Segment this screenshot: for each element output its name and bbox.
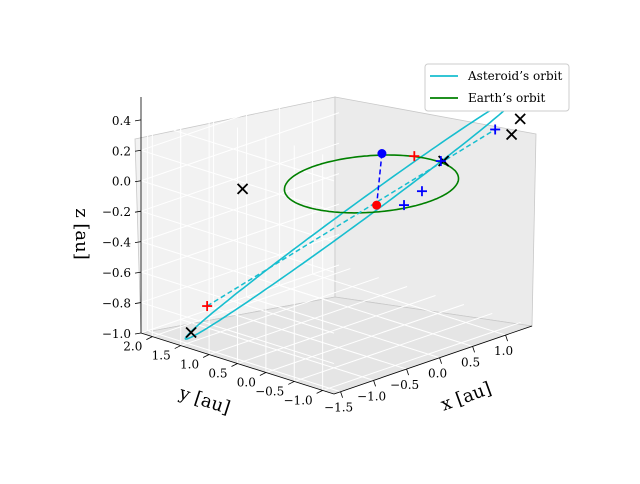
- axes: [134, 97, 533, 398]
- grid-line-y-floor: [265, 303, 465, 373]
- grid-line-z-right: [140, 203, 340, 273]
- node-connector: [375, 153, 383, 206]
- x-tick-label: 1.0: [494, 344, 513, 358]
- z-tick-label: −1.0: [102, 327, 131, 341]
- y-tick-mark: [146, 336, 153, 340]
- x-tick-label: −0.5: [390, 378, 419, 392]
- y-tick-label: −1.0: [284, 393, 313, 407]
- z-tick-label: −0.8: [102, 297, 131, 311]
- x-axis-line: [333, 325, 533, 395]
- x-tick-mark: [439, 357, 442, 364]
- line-of-nodes: [206, 128, 496, 307]
- grid-line-z-right: [140, 81, 340, 151]
- z-axis-label: z [au]: [71, 208, 92, 260]
- x-tick-mark: [472, 346, 475, 353]
- grid-line-y-floor: [208, 286, 408, 356]
- z-tick-label: 0.0: [112, 175, 131, 189]
- z-tick-mark: [134, 241, 142, 244]
- y-tick-mark: [231, 363, 238, 367]
- y-tick-mark: [174, 345, 181, 349]
- grid-line-y-floor: [322, 321, 521, 391]
- series-line-asteroid: [184, 95, 518, 340]
- marker-dot: [377, 149, 387, 159]
- y-tick-mark: [259, 372, 267, 376]
- z-tick-mark: [134, 332, 142, 335]
- grid-line-z-right: [140, 264, 340, 334]
- y-tick-label: 0.0: [237, 375, 256, 389]
- y-tick-label: 2.0: [123, 340, 142, 354]
- x-tick-label: 0.5: [461, 355, 480, 369]
- legend-label-asteroid: Asteroid’s orbit: [467, 69, 562, 83]
- x-tick-mark: [406, 368, 409, 376]
- x-tick-label: 0.0: [428, 367, 447, 381]
- marker-x: [514, 113, 526, 125]
- grid-line-z-right: [140, 112, 340, 182]
- y-tick-label: 1.5: [152, 349, 171, 363]
- marker-x: [236, 183, 249, 195]
- series-line-earth: [283, 154, 460, 214]
- marker-x: [505, 128, 518, 141]
- y-axis-label: y [au]: [176, 382, 233, 418]
- z-tick-mark: [134, 210, 142, 213]
- grid-line-y-floor: [180, 277, 379, 347]
- x-tick-mark: [340, 391, 343, 398]
- y-tick-label: 0.5: [208, 367, 227, 381]
- z-tick-label: 0.2: [112, 144, 131, 158]
- pane-right: [334, 96, 537, 327]
- y-tick-label: 1.0: [180, 358, 199, 372]
- y-tick-mark: [202, 354, 210, 358]
- markers: [185, 113, 526, 339]
- grid-line-z-right: [140, 51, 340, 121]
- grid-line-y-floor: [152, 268, 351, 338]
- marker-x: [185, 326, 197, 339]
- tick-labels: −1.5−1.0−0.50.00.51.0−1.0−0.50.00.51.01.…: [102, 114, 513, 415]
- y-tick-mark: [288, 381, 295, 385]
- x-tick-mark: [505, 334, 508, 342]
- legend: Asteroid’s orbit Earth’s orbit: [424, 63, 570, 112]
- grid-lines: [140, 38, 521, 395]
- z-tick-label: −0.6: [102, 266, 131, 280]
- z-tick-mark: [134, 149, 142, 152]
- y-tick-mark: [316, 390, 323, 394]
- legend-label-earth: Earth’s orbit: [468, 91, 545, 105]
- marker-dot: [372, 200, 382, 210]
- legend-box: [424, 63, 570, 112]
- z-tick-label: −0.2: [102, 205, 131, 219]
- x-tick-label: −1.0: [357, 389, 386, 403]
- z-tick-mark: [134, 302, 142, 304]
- z-tick-label: 0.4: [112, 114, 131, 128]
- z-tick-mark: [134, 180, 142, 183]
- series-lines: [184, 95, 518, 340]
- grid-line-y-floor: [294, 312, 493, 382]
- z-tick-mark: [134, 271, 142, 274]
- z-tick-label: −0.4: [102, 236, 132, 250]
- y-tick-label: −0.5: [255, 384, 284, 398]
- grid-line-z-right: [140, 173, 340, 243]
- x-tick-label: −1.5: [324, 401, 353, 415]
- grid-line-z-right: [140, 142, 340, 212]
- x-axis-label: x [au]: [438, 378, 494, 416]
- pane-left: [134, 96, 336, 334]
- grid-line-y-floor: [237, 295, 436, 364]
- x-tick-mark: [373, 380, 376, 387]
- z-tick-mark: [134, 119, 142, 122]
